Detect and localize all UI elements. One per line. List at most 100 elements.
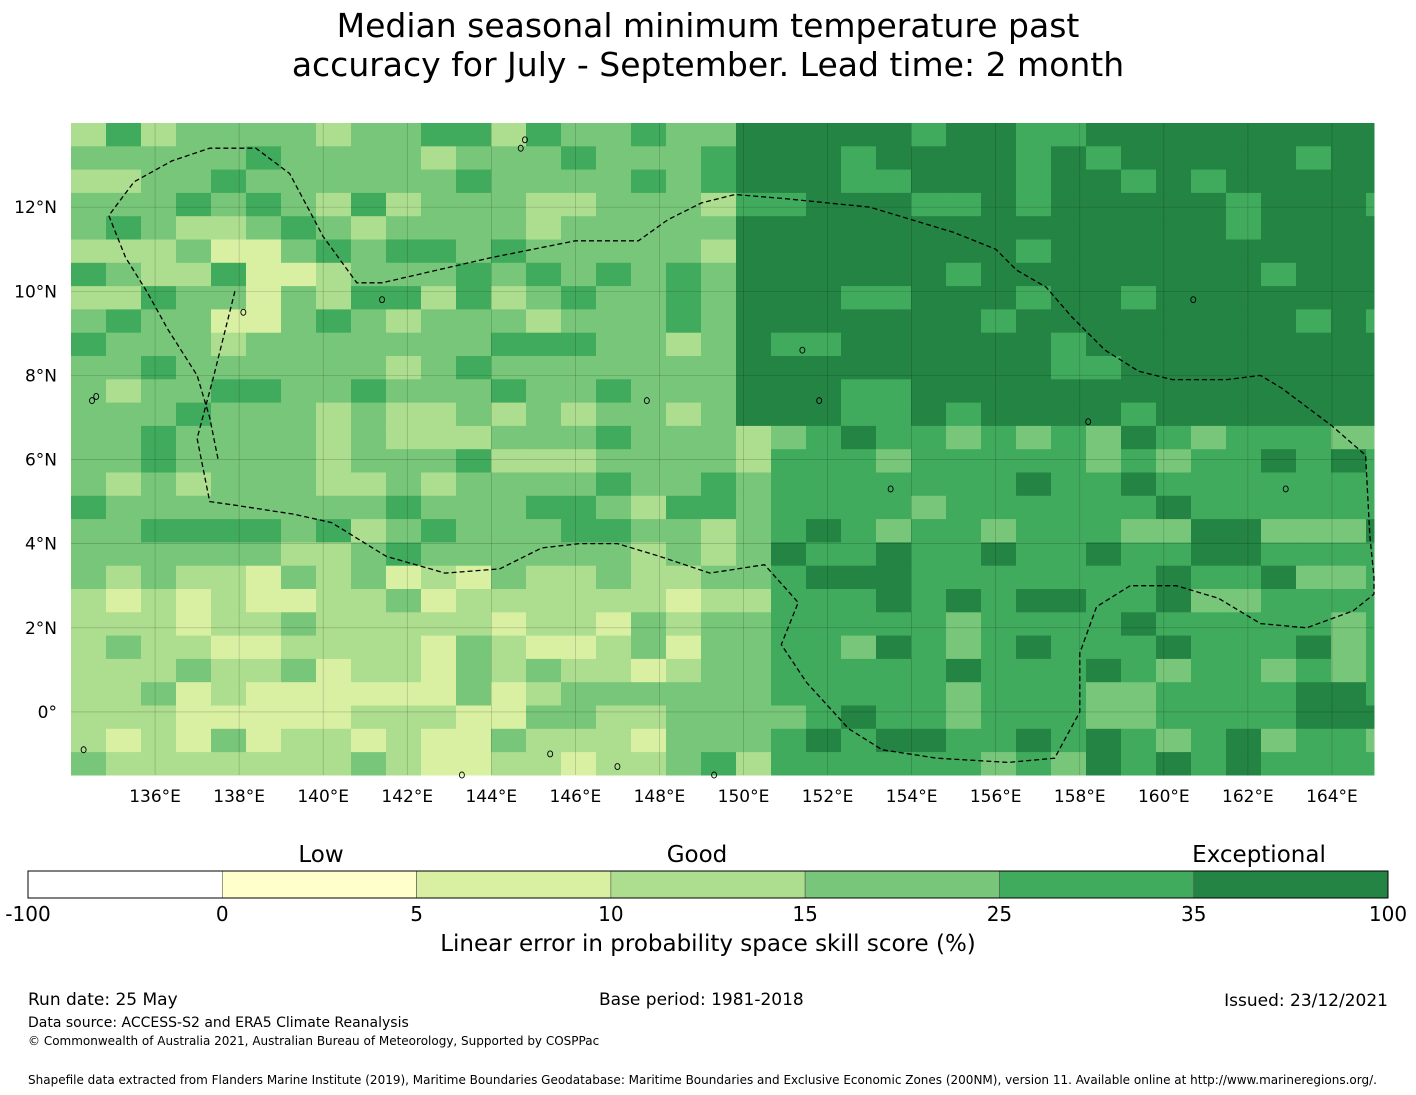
- map-cell: [246, 239, 282, 264]
- map-cell: [876, 402, 912, 427]
- map-cell: [1261, 705, 1297, 730]
- map-cell: [736, 542, 772, 567]
- map-cell: [771, 705, 807, 730]
- map-cell: [666, 169, 702, 194]
- map-cell: [316, 728, 352, 753]
- map-cell: [701, 635, 737, 660]
- map-cell: [1331, 519, 1367, 543]
- map-cell: [1226, 192, 1262, 217]
- map-cell: [456, 752, 492, 776]
- map-cell: [1016, 542, 1052, 567]
- map-cell: [561, 123, 597, 147]
- skill-score-map: 136°E 138°E 140°E 142°E 144°E 146°E 148°E 150°E…: [14, 123, 1375, 807]
- map-cell: [946, 542, 982, 567]
- map-cell: [176, 705, 212, 730]
- map-cell: [806, 449, 842, 473]
- map-cell: [1051, 262, 1087, 287]
- map-cell: [211, 146, 247, 171]
- map-cell: [561, 682, 597, 706]
- map-cell: [1191, 519, 1227, 543]
- map-cell: [141, 262, 177, 287]
- island-outline: [1085, 418, 1092, 426]
- map-cell: [1086, 379, 1122, 404]
- map-cell: [176, 216, 212, 240]
- map-cell: [526, 728, 562, 753]
- map-cell: [771, 542, 807, 567]
- map-cell: [771, 565, 807, 590]
- map-cell: [526, 519, 562, 543]
- map-cell: [211, 332, 247, 357]
- map-cell: [946, 612, 982, 637]
- map-cell: [561, 658, 597, 683]
- map-cell: [281, 332, 317, 357]
- map-cell: [666, 123, 702, 147]
- map-cell: [806, 216, 842, 240]
- map-cell: [946, 286, 982, 310]
- map-cell: [246, 356, 282, 380]
- map-cell: [211, 192, 247, 217]
- map-cell: [701, 705, 737, 730]
- map-cell: [351, 286, 387, 310]
- map-cell: [946, 356, 982, 380]
- island-outline: [80, 746, 87, 754]
- map-cell: [526, 356, 562, 380]
- map-cell: [141, 239, 177, 264]
- issued-date: Issued: 23/12/2021: [1224, 991, 1388, 1011]
- map-cell: [106, 309, 142, 334]
- map-cell: [736, 449, 772, 473]
- colorbar-bin: [804, 870, 1000, 899]
- map-cell: [841, 239, 877, 264]
- map-cell: [1191, 192, 1227, 217]
- map-cell: [141, 449, 177, 473]
- map-cell: [911, 402, 947, 427]
- map-cell: [841, 495, 877, 520]
- map-cell: [1051, 356, 1087, 380]
- map-cell: [526, 449, 562, 473]
- map-cell: [106, 752, 142, 776]
- map-cell: [596, 705, 632, 730]
- latitude-tick-label: 6°N: [25, 451, 57, 471]
- map-cell: [596, 239, 632, 264]
- map-cell: [561, 216, 597, 240]
- island-outline: [887, 485, 894, 493]
- map-cell: [1226, 542, 1262, 567]
- map-cell: [736, 192, 772, 217]
- map-cell: [386, 262, 422, 287]
- map-cell: [771, 239, 807, 264]
- map-cell: [806, 425, 842, 450]
- map-cell: [491, 239, 527, 264]
- map-cell: [1226, 589, 1262, 613]
- map-cell: [176, 589, 212, 613]
- map-cell: [981, 728, 1017, 753]
- map-cell: [1121, 216, 1157, 240]
- map-cell: [526, 192, 562, 217]
- map-cell: [491, 332, 527, 357]
- map-cell: [876, 658, 912, 683]
- map-cell: [281, 216, 317, 240]
- island-outline: [614, 763, 621, 771]
- category-good: Good: [666, 842, 728, 868]
- map-cell: [666, 612, 702, 637]
- map-cell: [806, 123, 842, 147]
- map-cell: [1226, 635, 1262, 660]
- map-cell: [736, 682, 772, 706]
- longitude-tick-label: 154°E: [886, 787, 938, 807]
- map-cell: [771, 612, 807, 637]
- map-cell: [316, 332, 352, 357]
- map-cell: [806, 635, 842, 660]
- map-cell: [1051, 379, 1087, 404]
- map-cell: [246, 192, 282, 217]
- map-cell: [771, 332, 807, 357]
- map-cell: [596, 542, 632, 567]
- map-cell: [1051, 612, 1087, 637]
- map-cell: [1051, 216, 1087, 240]
- map-cell: [211, 169, 247, 194]
- map-cell: [1051, 495, 1087, 520]
- map-cell: [176, 728, 212, 753]
- map-cell: [1051, 239, 1087, 264]
- map-cell: [1296, 286, 1332, 310]
- map-cell: [946, 402, 982, 427]
- map-cell: [1261, 192, 1297, 217]
- map-cell: [176, 309, 212, 334]
- map-cell: [911, 658, 947, 683]
